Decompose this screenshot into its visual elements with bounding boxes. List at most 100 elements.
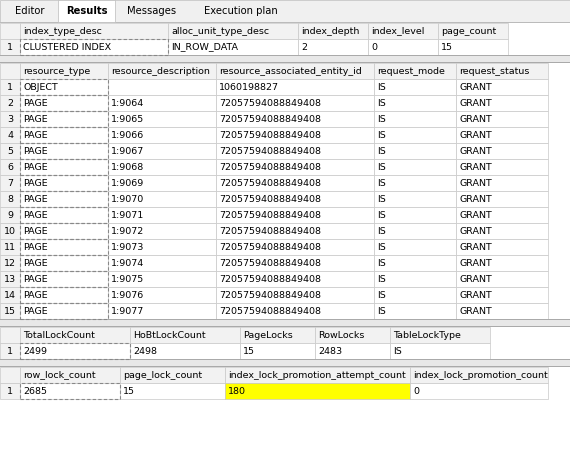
Bar <box>120 367 225 383</box>
Text: PAGE: PAGE <box>23 130 48 140</box>
Bar <box>20 255 108 271</box>
Text: 1:9075: 1:9075 <box>111 275 144 284</box>
Bar <box>108 79 216 95</box>
Bar <box>0 366 570 367</box>
Text: 8: 8 <box>7 194 13 203</box>
Text: IS: IS <box>377 307 386 315</box>
Bar <box>315 343 390 359</box>
Bar <box>108 175 216 191</box>
Bar <box>20 127 108 143</box>
Bar <box>374 143 456 159</box>
Text: 180: 180 <box>228 386 246 395</box>
Text: 4: 4 <box>7 130 13 140</box>
Text: 14: 14 <box>4 290 16 299</box>
Text: Messages: Messages <box>127 6 176 16</box>
Text: 10: 10 <box>4 226 16 236</box>
Bar <box>390 343 490 359</box>
Bar <box>456 143 548 159</box>
Bar <box>456 95 548 111</box>
Text: GRANT: GRANT <box>459 115 492 124</box>
Bar <box>0 207 20 223</box>
Text: 1:9068: 1:9068 <box>111 163 144 172</box>
Bar <box>108 159 216 175</box>
Text: resource_associated_entity_id: resource_associated_entity_id <box>219 67 362 76</box>
Text: Editor: Editor <box>15 6 45 16</box>
Bar <box>20 303 108 319</box>
Text: index_lock_promotion_attempt_count: index_lock_promotion_attempt_count <box>228 371 406 380</box>
Text: CLUSTERED INDEX: CLUSTERED INDEX <box>23 43 111 52</box>
Bar <box>20 159 108 175</box>
Bar <box>20 63 108 79</box>
Text: request_status: request_status <box>459 67 530 76</box>
Text: resource_type: resource_type <box>23 67 90 76</box>
Bar <box>20 223 108 239</box>
Text: IS: IS <box>377 146 386 155</box>
Text: GRANT: GRANT <box>459 259 492 268</box>
Text: PAGE: PAGE <box>23 259 48 268</box>
Text: page_count: page_count <box>441 26 496 35</box>
Bar <box>0 359 570 360</box>
Bar <box>20 303 108 319</box>
Bar <box>456 191 548 207</box>
Bar <box>20 143 108 159</box>
Bar <box>0 0 570 22</box>
Text: 72057594088849408: 72057594088849408 <box>219 259 321 268</box>
Text: 72057594088849408: 72057594088849408 <box>219 275 321 284</box>
Bar <box>374 79 456 95</box>
Bar <box>216 159 374 175</box>
Text: 1:9071: 1:9071 <box>111 211 144 220</box>
Bar <box>216 63 374 79</box>
Bar <box>456 255 548 271</box>
Text: 2: 2 <box>301 43 307 52</box>
Bar <box>20 367 120 383</box>
Bar <box>374 271 456 287</box>
Bar <box>20 271 108 287</box>
Bar <box>108 223 216 239</box>
Bar <box>0 319 570 320</box>
Bar <box>216 95 374 111</box>
Text: 72057594088849408: 72057594088849408 <box>219 130 321 140</box>
Text: PAGE: PAGE <box>23 307 48 315</box>
Text: 3: 3 <box>7 115 13 124</box>
Bar <box>108 271 216 287</box>
Bar <box>216 287 374 303</box>
Text: IS: IS <box>377 98 386 107</box>
Text: 15: 15 <box>441 43 453 52</box>
Text: GRANT: GRANT <box>459 242 492 251</box>
Bar <box>0 55 570 63</box>
Bar <box>456 223 548 239</box>
Text: 1:9070: 1:9070 <box>111 194 144 203</box>
Bar <box>298 39 368 55</box>
Text: PAGE: PAGE <box>23 211 48 220</box>
Bar <box>368 39 438 55</box>
Bar <box>216 175 374 191</box>
Text: IS: IS <box>377 115 386 124</box>
Bar <box>315 327 390 343</box>
Text: IS: IS <box>377 82 386 92</box>
Text: 7: 7 <box>7 178 13 188</box>
Bar <box>0 79 20 95</box>
Text: 72057594088849408: 72057594088849408 <box>219 146 321 155</box>
Text: IS: IS <box>377 194 386 203</box>
Text: 2: 2 <box>7 98 13 107</box>
Text: PAGE: PAGE <box>23 194 48 203</box>
Text: 0: 0 <box>413 386 419 395</box>
Bar <box>240 327 315 343</box>
Text: PAGE: PAGE <box>23 98 48 107</box>
Bar <box>216 207 374 223</box>
Text: PAGE: PAGE <box>23 178 48 188</box>
Text: PAGE: PAGE <box>23 115 48 124</box>
Bar <box>168 23 298 39</box>
Text: 2499: 2499 <box>23 347 47 356</box>
Text: 1: 1 <box>7 347 13 356</box>
Bar <box>374 287 456 303</box>
Text: 72057594088849408: 72057594088849408 <box>219 307 321 315</box>
Text: IS: IS <box>377 211 386 220</box>
Bar <box>20 287 108 303</box>
Bar <box>108 287 216 303</box>
Text: 1: 1 <box>7 386 13 395</box>
Bar <box>0 62 570 63</box>
Bar <box>20 23 168 39</box>
Text: GRANT: GRANT <box>459 178 492 188</box>
Bar <box>0 175 20 191</box>
